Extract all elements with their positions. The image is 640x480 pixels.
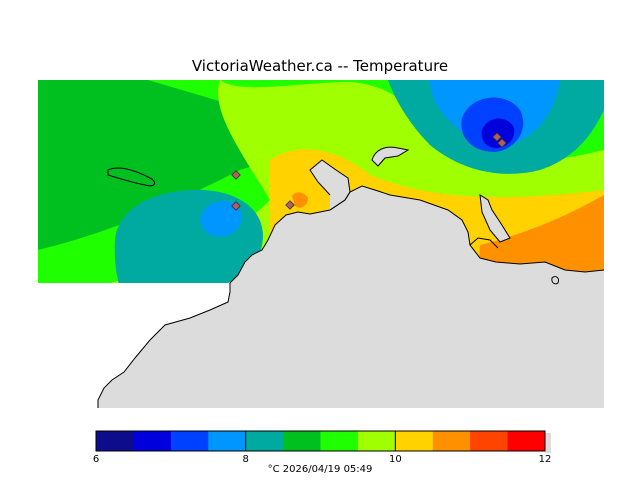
colorbar-cell [320,431,359,451]
colorbar-cell [432,431,471,451]
outside-region [38,283,230,408]
colorbar-cell [357,431,396,451]
colorbar-cell [133,431,172,451]
coastline-bay [469,237,499,249]
temperature-corner-ne [588,80,604,102]
land-inlet [340,211,372,224]
land-mass [38,186,604,408]
islet [551,276,559,285]
colorbar-cell [507,431,546,451]
station-marker[interactable] [492,132,502,142]
temperature-spot-warm [292,192,308,208]
colorbar-cell [208,431,247,451]
island-east [479,194,511,243]
colorbar-cell [283,431,321,451]
island-north [371,146,410,167]
station-marker[interactable] [285,200,295,210]
station-marker[interactable] [231,201,241,211]
colorbar-cell [395,431,434,451]
colorbar-tick-label: 12 [538,454,552,465]
coastline-peninsula [309,159,351,211]
station-marker[interactable] [497,138,507,148]
colorbar-tick-label: 8 [242,454,249,465]
colorbar-cell [170,431,209,451]
coastline-main [229,185,604,284]
station-markers [231,132,507,211]
station-marker[interactable] [231,170,241,180]
colorbar-caption: °C 2026/04/19 05:49 [267,464,373,475]
colorbar-cell [96,431,134,451]
island-west [107,167,156,187]
land-peninsula [310,160,350,210]
page-title: VictoriaWeather.ca -- Temperature [191,57,449,75]
colorbar-cell [470,431,509,451]
colorbar-tick-label: 10 [388,454,402,465]
colorbar-cell [245,431,284,451]
colorbar-tick-label: 6 [92,454,100,465]
colorbar-shadow [545,433,551,453]
temperature-zone-7-5-w [200,200,242,237]
coastline-west [97,283,231,408]
